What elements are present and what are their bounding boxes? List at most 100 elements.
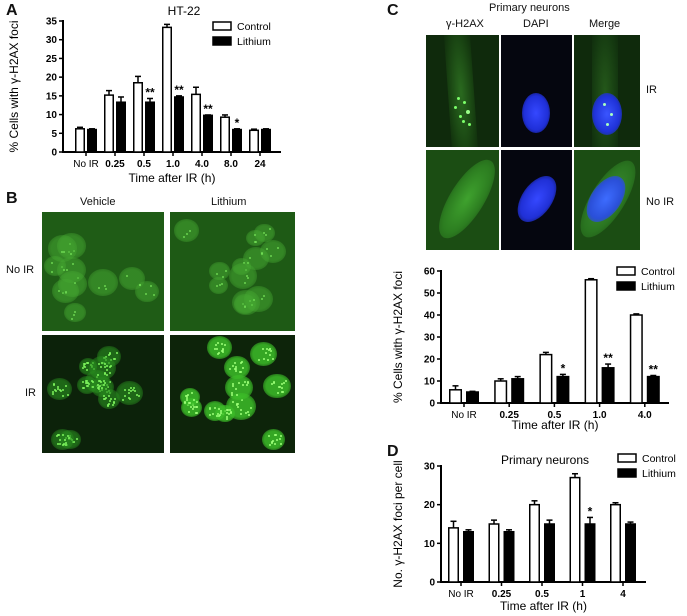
bar-lithium [232, 128, 242, 153]
nucleus [244, 285, 273, 312]
bar-lithium [261, 128, 271, 153]
bar-control [539, 353, 553, 404]
nucleus [118, 266, 146, 291]
x-tick-label: 0.25 [105, 159, 125, 170]
bar-lithium [601, 367, 615, 404]
bar-control [249, 129, 259, 153]
panel-letter-b: B [6, 190, 18, 207]
nucleus [208, 277, 228, 295]
chart-a: 0 5 10 15 20 25 30 35 No IR 0.25 0.5 ** 1.0 ** 4.0 ** 8.… [7, 4, 281, 185]
y-tick-label: 30 [424, 333, 436, 344]
nucleus [50, 428, 75, 450]
nucleus [263, 373, 291, 399]
chart-d: 0 10 20 30 No IR 0.25 0.5 1 * 4 Primary neurons Tim… [391, 453, 676, 613]
bar-control [629, 314, 643, 404]
legend-swatch-lithium [617, 468, 637, 478]
y-tick-label: 5 [51, 129, 57, 140]
nucleus [225, 375, 253, 400]
bar-lithium [625, 523, 636, 583]
bar-control [133, 82, 143, 153]
micrograph-lithium-no-ir [170, 212, 295, 331]
col-label-gh2ax: γ-H2AX [446, 18, 484, 30]
y-tick-label: 30 [424, 462, 436, 473]
nucleus [246, 229, 265, 247]
significance-marker: ** [203, 102, 213, 116]
legend-swatch-control [616, 266, 636, 276]
micrograph-lithium-ir [170, 335, 295, 453]
panel-letter-c: C [387, 2, 399, 19]
y-tick-label: 15 [46, 91, 58, 102]
micrograph-merge-no-ir [574, 150, 640, 250]
y-tick-label: 30 [46, 35, 58, 46]
micrograph-vehicle-no-ir [42, 212, 164, 331]
nucleus [87, 269, 118, 296]
bar-lithium [466, 391, 479, 404]
bar-lithium [511, 378, 525, 404]
x-axis-label: Time after IR (h) [500, 599, 587, 613]
legend-swatch-lithium [616, 281, 636, 291]
x-tick-label: 4.0 [638, 410, 652, 421]
chart-c: 0 10 20 30 40 50 60 No IR 0.25 0.5 * 1.0 ** 4.0 ** Time… [391, 266, 675, 432]
micrograph-dapi-ir [501, 35, 572, 147]
chart-title: HT-22 [168, 4, 201, 18]
bar-control [529, 503, 540, 583]
x-tick-label: 24 [254, 159, 266, 170]
nucleus [47, 235, 78, 262]
bar-control [449, 389, 462, 404]
micrograph-gh2ax-ir [426, 35, 499, 147]
bar-lithium [203, 114, 213, 153]
row-label-no-ir: No IR [646, 196, 675, 208]
col-label-dapi: DAPI [523, 18, 549, 30]
bar-lithium [87, 128, 97, 153]
bar-lithium [145, 101, 155, 153]
col-label-lithium: Lithium [211, 196, 247, 208]
micrograph-dapi-no-ir [501, 150, 572, 250]
panel-letter-a: A [6, 2, 18, 19]
x-tick-label: 1.0 [166, 159, 180, 170]
bar-control [191, 93, 201, 153]
micrograph-gh2ax-no-ir [426, 150, 499, 250]
nucleus [262, 428, 286, 450]
bar-control [610, 503, 621, 583]
x-axis-label: Time after IR (h) [512, 418, 599, 432]
bar-lithium [556, 375, 570, 404]
bar-lithium [116, 101, 126, 153]
x-tick-label: 0.25 [499, 410, 519, 421]
nucleus [250, 341, 278, 367]
legend-label: Control [641, 266, 675, 278]
x-tick-label: 4.0 [195, 159, 209, 170]
y-tick-label: 40 [424, 311, 436, 322]
y-tick-label: 0 [429, 399, 435, 410]
chart-title: Primary neurons [501, 453, 589, 467]
panel-c-title: Primary neurons [489, 2, 570, 14]
nucleus [97, 389, 120, 410]
x-tick-label: No IR [73, 159, 99, 170]
bar-control [220, 116, 230, 153]
significance-marker: * [561, 361, 566, 375]
nucleus [209, 261, 231, 281]
nucleus [88, 355, 116, 381]
y-tick-label: 0 [429, 578, 435, 589]
y-tick-label: 25 [46, 54, 58, 65]
bar-lithium [503, 530, 515, 583]
panel-letter-d: D [387, 443, 399, 460]
x-tick-label: 0.5 [547, 410, 561, 421]
nucleus [116, 380, 144, 405]
bar-control [494, 380, 508, 404]
legend-swatch-control [212, 21, 232, 31]
significance-marker: * [588, 504, 593, 518]
y-axis-label: % Cells with γ-H2AX foci [7, 20, 21, 152]
y-tick-label: 35 [46, 17, 58, 28]
y-tick-label: 10 [46, 110, 58, 121]
nucleus [179, 388, 200, 407]
significance-marker: * [235, 116, 240, 130]
y-tick-label: 10 [424, 539, 436, 550]
bar-control [448, 527, 459, 583]
y-tick-label: 0 [51, 148, 57, 159]
nucleus [173, 219, 199, 242]
significance-marker: ** [174, 83, 184, 97]
row-label-no-ir: No IR [6, 264, 35, 276]
y-tick-label: 10 [424, 377, 436, 388]
significance-marker: ** [649, 363, 659, 377]
bar-lithium [174, 96, 184, 153]
